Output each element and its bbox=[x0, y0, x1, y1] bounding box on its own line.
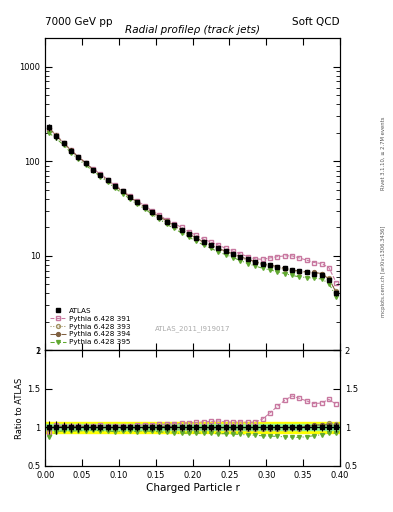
Text: Soft QCD: Soft QCD bbox=[292, 17, 340, 28]
Text: Rivet 3.1.10, ≥ 2.7M events: Rivet 3.1.10, ≥ 2.7M events bbox=[381, 117, 386, 190]
Bar bbox=[45, 422, 340, 433]
X-axis label: Charged Particle r: Charged Particle r bbox=[146, 482, 239, 493]
Bar bbox=[45, 424, 340, 431]
Text: Radial profileρ (track jets): Radial profileρ (track jets) bbox=[125, 25, 260, 35]
Y-axis label: Ratio to ATLAS: Ratio to ATLAS bbox=[15, 377, 24, 439]
Text: 7000 GeV pp: 7000 GeV pp bbox=[45, 17, 113, 28]
Text: ATLAS_2011_I919017: ATLAS_2011_I919017 bbox=[155, 325, 230, 332]
Text: mcplots.cern.ch [arXiv:1306.3436]: mcplots.cern.ch [arXiv:1306.3436] bbox=[381, 226, 386, 317]
Legend: ATLAS, Pythia 6.428 391, Pythia 6.428 393, Pythia 6.428 394, Pythia 6.428 395: ATLAS, Pythia 6.428 391, Pythia 6.428 39… bbox=[49, 306, 132, 347]
